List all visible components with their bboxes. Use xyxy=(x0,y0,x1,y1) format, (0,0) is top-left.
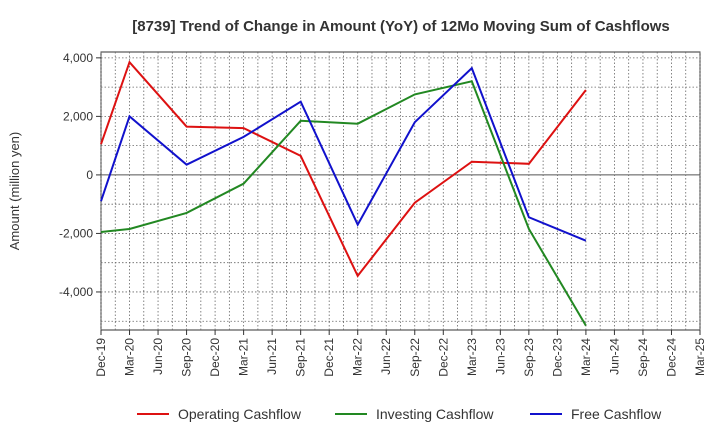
x-tick-label: Sep-23 xyxy=(522,338,536,377)
x-tick-label: Jun-23 xyxy=(493,338,507,375)
x-tick-label: Sep-24 xyxy=(636,338,650,377)
y-tick-label: -2,000 xyxy=(59,226,93,240)
series-line-operating-cashflow xyxy=(100,60,587,278)
series-line-investing-cashflow xyxy=(100,80,587,327)
x-tick-label: Jun-20 xyxy=(151,338,165,375)
y-axis-label: Amount (million yen) xyxy=(7,132,22,251)
plot-area xyxy=(100,60,587,327)
x-axis-ticks: Dec-19 Mar-20 Jun-20 Sep-20 Dec-20 Mar-21 Jun-… xyxy=(94,330,707,377)
x-tick-label: Mar-24 xyxy=(579,338,593,376)
x-tick-label: Dec-21 xyxy=(322,338,336,377)
legend-label: Free Cashflow xyxy=(571,406,662,422)
x-tick-label: Mar-22 xyxy=(351,338,365,376)
x-tick-label: Dec-19 xyxy=(94,338,108,377)
x-tick-label: Sep-20 xyxy=(180,338,194,377)
y-axis-ticks: 4,000 2,000 0 -2,000 -4,000 xyxy=(59,51,101,299)
x-tick-label: Mar-21 xyxy=(237,338,251,376)
legend-label: Investing Cashflow xyxy=(376,406,494,422)
y-tick-label: -4,000 xyxy=(59,285,93,299)
legend: Operating Cashflow Investing Cashflow Free… xyxy=(137,406,662,422)
x-tick-label: Dec-23 xyxy=(550,338,564,377)
chart-title: [8739] Trend of Change in Amount (YoY) o… xyxy=(132,18,670,35)
x-tick-label: Jun-22 xyxy=(379,338,393,375)
y-tick-label: 2,000 xyxy=(63,109,93,123)
x-tick-label: Dec-20 xyxy=(208,338,222,377)
x-tick-label: Mar-23 xyxy=(465,338,479,376)
x-tick-label: Dec-24 xyxy=(664,338,678,377)
y-tick-label: 0 xyxy=(86,168,93,182)
grid-lines xyxy=(100,51,701,331)
x-tick-label: Sep-21 xyxy=(294,338,308,377)
x-tick-label: Jun-21 xyxy=(265,338,279,375)
y-tick-label: 4,000 xyxy=(63,51,93,65)
series-line-free-cashflow xyxy=(100,66,587,242)
x-tick-label: Jun-24 xyxy=(607,338,621,375)
x-tick-label: Dec-22 xyxy=(436,338,450,377)
x-tick-label: Mar-20 xyxy=(123,338,137,376)
x-tick-label: Mar-25 xyxy=(693,338,707,376)
legend-label: Operating Cashflow xyxy=(178,406,302,422)
plot-frame xyxy=(100,51,701,331)
x-tick-label: Sep-22 xyxy=(408,338,422,377)
